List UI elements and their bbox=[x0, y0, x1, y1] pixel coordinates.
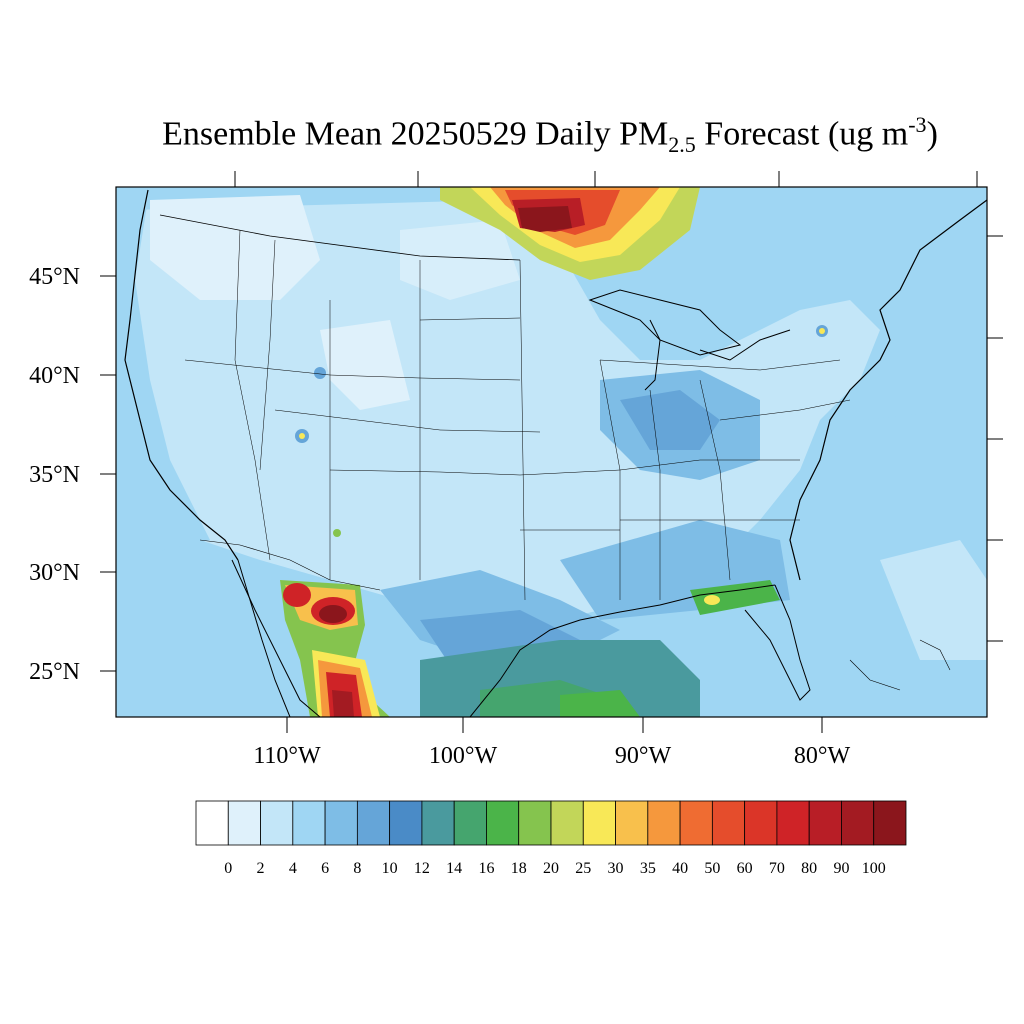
colorbar-swatch bbox=[841, 800, 875, 846]
colorbar-label: 40 bbox=[672, 860, 688, 877]
colorbar-label: 12 bbox=[414, 860, 430, 877]
colorbar-label: 30 bbox=[608, 860, 624, 877]
colorbar-swatch bbox=[324, 800, 358, 846]
colorbar-label: 0 bbox=[224, 860, 232, 877]
colorbar-swatch bbox=[292, 800, 326, 846]
colorbar bbox=[195, 800, 907, 846]
colorbar-swatch bbox=[808, 800, 842, 846]
colorbar-label: 8 bbox=[353, 860, 361, 877]
colorbar-swatch bbox=[744, 800, 778, 846]
map-title: Ensemble Mean 20250529 Daily PM2.5 Forec… bbox=[162, 112, 938, 158]
colorbar-label: 18 bbox=[511, 860, 527, 877]
bottom-ticks bbox=[286, 717, 823, 733]
colorbar-swatch bbox=[389, 800, 423, 846]
lat-label: 35°N bbox=[29, 462, 80, 488]
colorbar-swatch bbox=[356, 800, 391, 846]
map-frame bbox=[115, 186, 988, 718]
colorbar-label: 80 bbox=[801, 860, 817, 877]
colorbar-swatch bbox=[486, 800, 520, 846]
concentration-field bbox=[116, 187, 987, 717]
smoke-plume-north bbox=[440, 187, 700, 280]
colorbar-swatch bbox=[615, 800, 649, 846]
colorbar-swatch bbox=[873, 800, 907, 846]
colorbar-swatch bbox=[195, 800, 229, 846]
colorbar-swatch bbox=[711, 800, 746, 846]
lat-label: 40°N bbox=[29, 363, 80, 389]
left-ticks bbox=[100, 275, 116, 672]
colorbar-swatch bbox=[227, 800, 261, 846]
colorbar-swatch bbox=[260, 800, 294, 846]
colorbar-swatch bbox=[647, 800, 681, 846]
longitude-labels: 110°W 100°W 90°W 80°W bbox=[253, 743, 850, 769]
colorbar-swatch bbox=[421, 800, 455, 846]
boundaries bbox=[124, 189, 987, 717]
latitude-labels: 45°N 40°N 35°N 30°N 25°N bbox=[29, 264, 80, 685]
colorbar-label: 4 bbox=[289, 860, 297, 877]
lat-label: 45°N bbox=[29, 264, 80, 290]
lon-label: 100°W bbox=[429, 743, 498, 769]
colorbar-label: 70 bbox=[769, 860, 785, 877]
colorbar-label: 35 bbox=[640, 860, 656, 877]
colorbar-swatch bbox=[679, 800, 713, 846]
colorbar-label: 100 bbox=[862, 860, 886, 877]
colorbar-label: 16 bbox=[478, 860, 494, 877]
colorbar-label: 90 bbox=[833, 860, 849, 877]
colorbar-label: 6 bbox=[321, 860, 329, 877]
colorbar-labels: 0 2 4 6 8 10 12 14 16 18 20 25 30 35 40 50 60 70 80 90 100 bbox=[224, 860, 885, 877]
lon-label: 110°W bbox=[253, 743, 321, 769]
colorbar-swatch bbox=[582, 800, 616, 846]
lat-label: 30°N bbox=[29, 560, 80, 586]
colorbar-label: 14 bbox=[446, 860, 462, 877]
colorbar-swatch bbox=[453, 800, 487, 846]
smoke-hotspot-mexico bbox=[280, 580, 390, 717]
colorbar-label: 25 bbox=[575, 860, 591, 877]
colorbar-swatch bbox=[518, 800, 552, 846]
colorbar-label: 20 bbox=[543, 860, 559, 877]
lat-label: 25°N bbox=[29, 659, 80, 685]
colorbar-label: 10 bbox=[382, 860, 398, 877]
top-ticks bbox=[234, 171, 978, 187]
colorbar-label: 2 bbox=[257, 860, 265, 877]
lon-label: 90°W bbox=[615, 743, 672, 769]
colorbar-swatch bbox=[550, 800, 584, 846]
colorbar-label: 60 bbox=[737, 860, 753, 877]
colorbar-swatch bbox=[776, 800, 810, 846]
colorbar-label: 50 bbox=[704, 860, 720, 877]
right-ticks bbox=[987, 235, 1003, 642]
lon-label: 80°W bbox=[794, 743, 851, 769]
